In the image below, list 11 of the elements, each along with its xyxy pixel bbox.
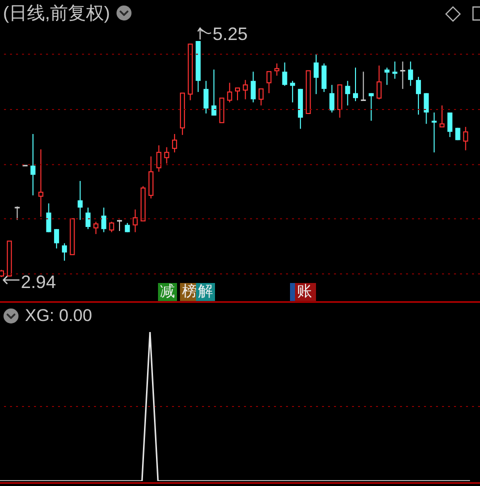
- candlestick: [400, 62, 406, 89]
- candlestick: [360, 72, 366, 101]
- annotation: 2.94: [20, 272, 56, 292]
- text: 榜: [180, 283, 199, 301]
- candlestick: [38, 149, 44, 217]
- chart-title: XG: 0.00: [25, 305, 92, 327]
- annotation: 5.25: [212, 24, 248, 44]
- text: 减: [158, 283, 177, 301]
- text: 账: [290, 283, 316, 301]
- chart-title: (日线,前复权): [3, 2, 110, 24]
- text: 解: [196, 283, 215, 301]
